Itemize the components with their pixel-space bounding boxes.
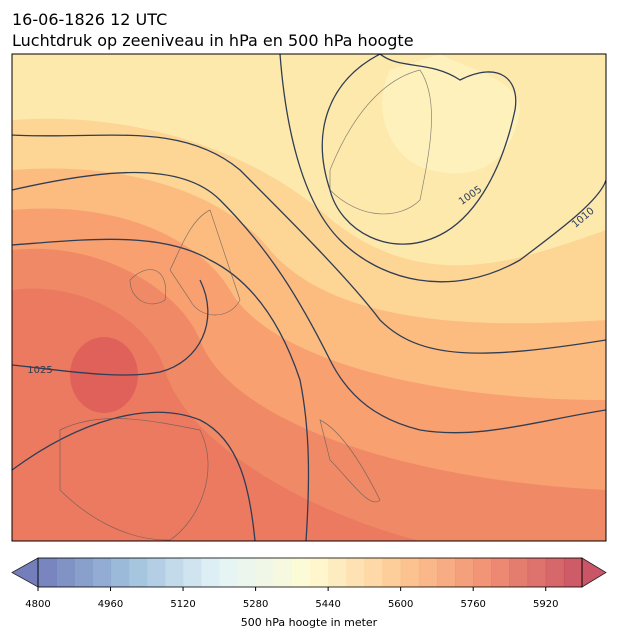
colorbar-segment — [491, 558, 510, 587]
colorbar-tick-label: 5120 — [170, 599, 195, 610]
colorbar-segment — [455, 558, 474, 587]
colorbar-segment — [255, 558, 275, 587]
colorbar-segment — [509, 558, 529, 587]
colorbar: 4800 4960 5120 5280 5440 5600 5760 5920 — [11, 557, 607, 610]
colorbar-label: 500 hPa hoogte in meter — [241, 616, 378, 629]
title: 16-06-1826 12 UTC — [12, 10, 167, 29]
colorbar-segment — [563, 558, 583, 587]
colorbar-segment — [110, 558, 130, 587]
colorbar-segment — [436, 558, 456, 587]
map — [12, 54, 606, 541]
colorbar-segment — [38, 558, 57, 587]
subtitle: Luchtdruk op zeeniveau in hPa en 500 hPa… — [12, 31, 414, 50]
colorbar-frame — [37, 557, 583, 588]
colorbar-segment — [164, 558, 184, 587]
colorbar-segment — [382, 558, 402, 587]
colorbar-segment — [219, 558, 238, 587]
colorbar-tick-label: 5440 — [315, 599, 340, 610]
colorbar-segment — [92, 558, 112, 587]
colorbar-segment — [56, 558, 75, 587]
colorbar-segment — [146, 558, 166, 587]
colorbar-tick-label: 5920 — [533, 599, 558, 610]
colorbar-tick-label: 5760 — [460, 599, 485, 610]
colorbar-segment — [291, 558, 311, 587]
colorbar-segment — [310, 558, 329, 587]
colorbar-segment — [418, 558, 438, 587]
isobar-label: 1025 — [27, 365, 52, 376]
colorbar-segment — [364, 558, 384, 587]
colorbar-segment — [527, 558, 547, 587]
colorbar-tick-label: 5600 — [388, 599, 413, 610]
colorbar-segment — [346, 558, 365, 587]
colorbar-segment — [473, 558, 492, 587]
colorbar-extend-high — [581, 557, 607, 588]
colorbar-segment — [128, 558, 148, 587]
map-frame — [11, 53, 607, 542]
colorbar-segment — [74, 558, 93, 587]
colorbar-extend-low — [11, 557, 39, 588]
colorbar-tick-label: 5280 — [243, 599, 268, 610]
colorbar-segment — [273, 558, 293, 587]
colorbar-segment — [183, 558, 202, 587]
colorbar-tick-label: 4800 — [25, 599, 50, 610]
colorbar-segment — [237, 558, 257, 587]
colorbar-tick-label: 4960 — [98, 599, 123, 610]
colorbar-segment — [545, 558, 565, 587]
colorbar-segment — [400, 558, 420, 587]
colorbar-segment — [201, 558, 220, 587]
colorbar-segment — [328, 558, 347, 587]
